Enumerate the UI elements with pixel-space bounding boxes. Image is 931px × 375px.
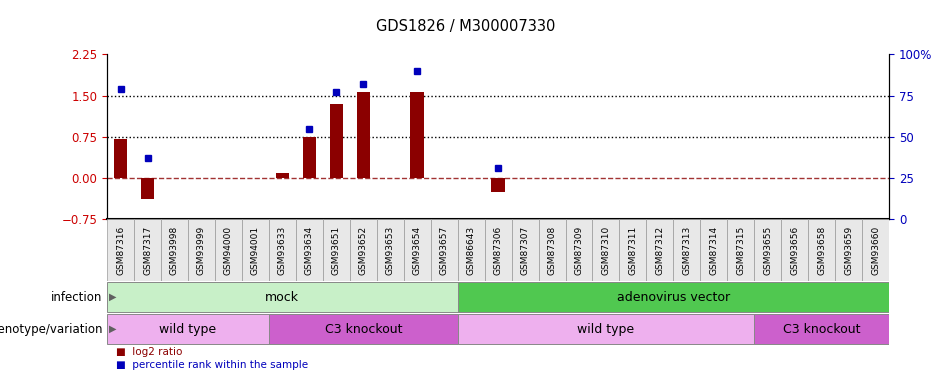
Bar xyxy=(114,138,128,178)
Text: GSM86643: GSM86643 xyxy=(466,226,476,275)
Text: GSM87311: GSM87311 xyxy=(628,226,638,275)
Text: GSM93633: GSM93633 xyxy=(277,226,287,275)
Bar xyxy=(107,314,269,344)
Bar xyxy=(188,219,215,281)
Bar xyxy=(323,219,350,281)
Bar xyxy=(781,219,808,281)
Bar xyxy=(107,219,134,281)
Text: GSM93658: GSM93658 xyxy=(817,226,826,275)
Text: GSM93659: GSM93659 xyxy=(844,226,853,275)
Bar xyxy=(511,219,538,281)
Text: adenovirus vector: adenovirus vector xyxy=(617,291,730,304)
Text: ■  percentile rank within the sample: ■ percentile rank within the sample xyxy=(116,360,308,370)
Bar xyxy=(754,314,889,344)
Text: GSM93998: GSM93998 xyxy=(170,226,179,275)
Bar xyxy=(458,219,485,281)
Text: genotype/variation: genotype/variation xyxy=(0,322,102,336)
Bar xyxy=(727,219,754,281)
Text: GSM94000: GSM94000 xyxy=(224,226,233,275)
Text: GSM87313: GSM87313 xyxy=(682,226,692,275)
Bar xyxy=(700,219,727,281)
Bar xyxy=(357,92,370,178)
Bar xyxy=(808,219,835,281)
Text: GSM87310: GSM87310 xyxy=(601,226,611,275)
Bar xyxy=(565,219,592,281)
Text: GSM93653: GSM93653 xyxy=(385,226,395,275)
Bar xyxy=(269,314,458,344)
Text: infection: infection xyxy=(51,291,102,304)
Bar xyxy=(431,219,458,281)
Bar xyxy=(485,219,511,281)
Text: GSM93660: GSM93660 xyxy=(871,226,880,275)
Bar xyxy=(458,282,889,312)
Bar xyxy=(754,219,781,281)
Text: GSM87308: GSM87308 xyxy=(547,226,557,275)
Text: GSM93654: GSM93654 xyxy=(412,226,422,275)
Bar xyxy=(592,219,619,281)
Bar xyxy=(377,219,404,281)
Text: GSM87307: GSM87307 xyxy=(520,226,530,275)
Text: GSM93655: GSM93655 xyxy=(763,226,772,275)
Text: ▶: ▶ xyxy=(109,292,116,302)
Bar xyxy=(296,219,323,281)
Bar xyxy=(673,219,700,281)
Bar xyxy=(646,219,673,281)
Bar xyxy=(141,178,155,199)
Text: GSM93651: GSM93651 xyxy=(331,226,341,275)
Bar xyxy=(269,219,296,281)
Bar xyxy=(835,219,862,281)
Text: C3 knockout: C3 knockout xyxy=(325,322,402,336)
Bar xyxy=(492,178,505,192)
Bar xyxy=(303,137,316,178)
Bar xyxy=(242,219,269,281)
Bar xyxy=(215,219,242,281)
Bar xyxy=(276,172,290,178)
Bar xyxy=(538,219,565,281)
Text: GSM87314: GSM87314 xyxy=(709,226,719,275)
Bar xyxy=(350,219,377,281)
Bar xyxy=(134,219,161,281)
Bar xyxy=(458,314,754,344)
Text: GSM87312: GSM87312 xyxy=(655,226,665,275)
Text: GDS1826 / M300007330: GDS1826 / M300007330 xyxy=(376,19,555,34)
Text: GSM93634: GSM93634 xyxy=(304,226,314,275)
Text: ▶: ▶ xyxy=(109,324,116,334)
Bar xyxy=(107,282,458,312)
Bar xyxy=(330,104,343,178)
Text: ■  log2 ratio: ■ log2 ratio xyxy=(116,346,182,357)
Text: mock: mock xyxy=(265,291,300,304)
Text: GSM87316: GSM87316 xyxy=(116,226,125,275)
Text: wild type: wild type xyxy=(159,322,217,336)
Text: GSM93652: GSM93652 xyxy=(358,226,368,275)
Text: GSM87315: GSM87315 xyxy=(736,226,746,275)
Text: GSM87306: GSM87306 xyxy=(493,226,503,275)
Bar xyxy=(619,219,646,281)
Text: GSM87309: GSM87309 xyxy=(574,226,584,275)
Bar xyxy=(404,219,431,281)
Bar xyxy=(862,219,889,281)
Text: wild type: wild type xyxy=(577,322,635,336)
Bar xyxy=(161,219,188,281)
Text: GSM93656: GSM93656 xyxy=(790,226,799,275)
Text: GSM93657: GSM93657 xyxy=(439,226,449,275)
Text: GSM94001: GSM94001 xyxy=(250,226,260,275)
Text: C3 knockout: C3 knockout xyxy=(783,322,860,336)
Bar xyxy=(411,92,424,178)
Text: GSM93999: GSM93999 xyxy=(197,226,206,275)
Text: GSM87317: GSM87317 xyxy=(143,226,152,275)
